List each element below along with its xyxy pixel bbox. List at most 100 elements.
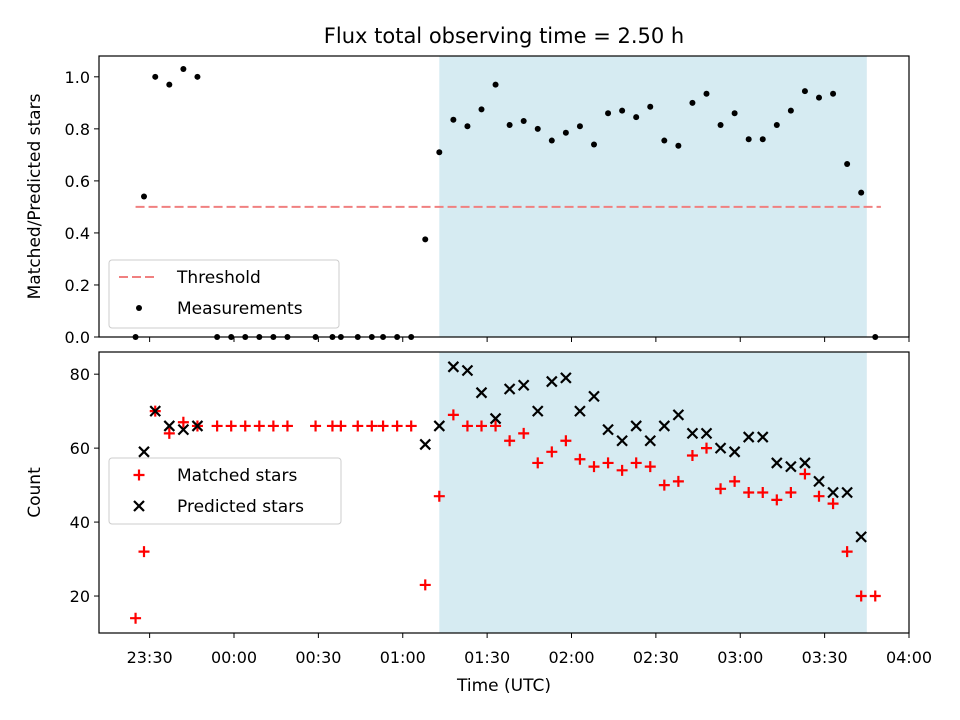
data-point: [419, 438, 432, 451]
data-point: [715, 483, 727, 495]
data-point: [534, 125, 541, 132]
data-point: [532, 457, 544, 469]
y-tick-label: 0.4: [65, 224, 90, 243]
data-point: [816, 94, 822, 101]
ratio-panel: 0.0 0.2 0.4 0.6 0.8 1.0 Matched/Predicted star…: [25, 55, 910, 347]
legend-label: Matched stars: [177, 466, 297, 486]
y-tick-label: 0.2: [65, 276, 90, 295]
y-tick-label: 40: [70, 513, 90, 532]
data-point: [180, 66, 187, 73]
series-x: [138, 361, 867, 543]
data-point: [464, 123, 471, 130]
x-tick-label: 04:00: [886, 648, 932, 667]
data-point: [531, 405, 544, 417]
data-point: [177, 423, 190, 436]
data-point: [352, 420, 364, 432]
data-point: [841, 486, 853, 499]
data-point: [574, 453, 586, 465]
data-point: [658, 420, 671, 432]
data-point: [194, 73, 201, 80]
data-point: [591, 141, 597, 148]
data-point: [450, 116, 457, 123]
data-point: [588, 461, 600, 473]
legend-label: Measurements: [177, 299, 303, 319]
data-point: [700, 427, 713, 440]
data-point: [225, 420, 237, 432]
data-point: [211, 420, 223, 432]
data-point: [644, 461, 656, 473]
data-point: [478, 106, 485, 113]
data-point: [461, 420, 473, 432]
legend: Matched stars Predicted stars: [108, 457, 342, 525]
data-point: [461, 364, 474, 377]
data-point: [149, 405, 162, 417]
legend-swatch: [136, 305, 142, 311]
data-point: [658, 479, 670, 491]
data-point: [675, 142, 682, 149]
data-point: [616, 464, 628, 476]
data-point: [686, 450, 698, 462]
data-point: [141, 193, 147, 200]
data-point: [281, 420, 293, 432]
data-point: [785, 460, 797, 473]
data-point: [130, 612, 142, 624]
data-point: [799, 468, 811, 480]
data-point: [520, 118, 527, 125]
data-point: [813, 475, 825, 488]
y-axis-label: Count: [25, 467, 45, 518]
data-point: [419, 579, 431, 591]
data-point: [253, 420, 265, 432]
y-tick-label: 20: [70, 587, 90, 606]
data-point: [588, 390, 600, 403]
data-point: [267, 420, 279, 432]
y-tick-label: 0.6: [65, 172, 90, 191]
data-point: [138, 446, 150, 458]
chart-title: Flux total observing time = 2.50 h: [324, 24, 684, 48]
x-tick-label: 00:30: [295, 648, 341, 667]
data-point: [447, 361, 460, 373]
data-point: [548, 137, 555, 144]
legend-box: [108, 259, 340, 329]
data-point: [630, 420, 642, 432]
data-point: [605, 110, 612, 117]
data-point: [562, 129, 569, 136]
data-point: [152, 73, 159, 80]
data-point: [703, 90, 710, 97]
data-point: [787, 107, 794, 114]
data-point: [405, 420, 417, 432]
data-point: [335, 420, 347, 432]
data-point: [503, 383, 516, 395]
legend-swatch: [133, 469, 145, 481]
data-point: [799, 457, 811, 469]
plot-frame: [98, 55, 910, 338]
data-point: [506, 121, 513, 128]
y-tick-label: 80: [70, 365, 90, 384]
series-plus: [130, 405, 881, 624]
y-tick-label: 0.0: [65, 328, 90, 347]
data-point: [366, 420, 378, 432]
data-point: [616, 434, 628, 447]
data-point: [476, 420, 487, 432]
data-point: [602, 423, 614, 436]
data-point: [619, 107, 626, 114]
data-point: [602, 457, 614, 469]
data-point: [647, 103, 654, 110]
x-tick-label: 03:00: [717, 648, 763, 667]
data-point: [743, 487, 755, 498]
data-point: [729, 475, 741, 487]
legend-swatch: [133, 500, 145, 512]
data-point: [310, 420, 322, 432]
data-point: [813, 490, 825, 502]
count-panel: 20 40 60 80 Count Matched stars Predicted star…: [25, 351, 932, 667]
data-point: [630, 457, 642, 469]
x-tick-label: 03:30: [802, 648, 848, 667]
data-point: [576, 123, 583, 130]
data-point: [436, 149, 443, 156]
observing-window-shade: [439, 56, 867, 337]
data-point: [422, 236, 429, 243]
data-point: [661, 137, 668, 144]
data-point: [869, 590, 881, 602]
data-point: [574, 405, 586, 417]
data-point: [177, 416, 189, 428]
